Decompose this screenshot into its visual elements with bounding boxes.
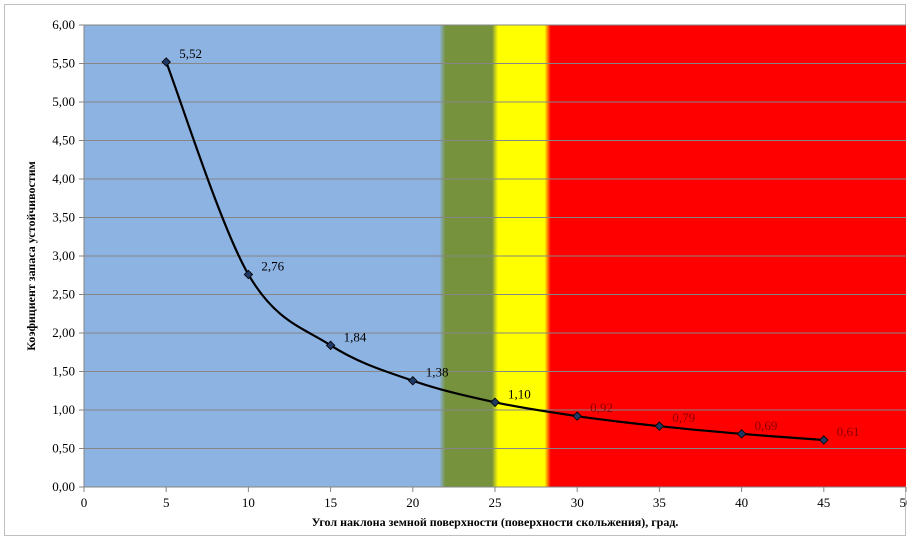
data-label: 5,52 — [179, 46, 202, 61]
x-axis-title: Угол наклона земной поверхности (поверхн… — [312, 515, 679, 529]
y-tick-label: 0,00 — [52, 479, 75, 494]
x-tick-label: 20 — [406, 495, 419, 510]
y-tick-label: 1,50 — [52, 364, 75, 379]
y-tick-label: 3,50 — [52, 210, 75, 225]
y-tick-label: 1,00 — [52, 402, 75, 417]
data-label: 0,79 — [672, 410, 695, 425]
data-label: 0,61 — [837, 424, 860, 439]
y-tick-label: 5,50 — [52, 56, 75, 71]
x-tick-label: 5 — [163, 495, 170, 510]
axes — [79, 24, 907, 492]
data-point — [736, 429, 747, 439]
x-tick-label: 0 — [81, 495, 88, 510]
y-tick-label: 6,00 — [52, 17, 75, 32]
y-tick-label: 5,00 — [52, 94, 75, 109]
data-point — [819, 435, 829, 445]
x-tick-label: 15 — [324, 495, 337, 510]
data-label: 0,69 — [755, 418, 778, 433]
data-point — [325, 340, 336, 351]
data-label: 0,92 — [590, 400, 613, 415]
y-tick-label: 0,50 — [52, 441, 75, 456]
y-axis-title: Коэфициент запаса устойчивостим — [24, 161, 38, 351]
x-tick-label: 45 — [817, 495, 830, 510]
y-tick-label: 4,50 — [52, 133, 75, 148]
data-point — [572, 411, 582, 421]
data-label: 1,10 — [508, 386, 531, 401]
data-point — [490, 397, 500, 408]
x-tick-label: 10 — [242, 495, 255, 510]
y-tick-labels: 0,00 0,50 1,00 1,50 2,00 2,50 3,00 3,50 4,00 4,50… — [52, 17, 75, 494]
stability-chart: 0,00 0,50 1,00 1,50 2,00 2,50 3,00 3,50 4,00 4,50… — [24, 17, 907, 529]
gridlines — [84, 24, 906, 449]
x-tick-label: 35 — [653, 495, 666, 510]
y-tick-label: 3,00 — [52, 248, 75, 263]
data-label: 1,84 — [344, 329, 367, 344]
x-tick-label: 30 — [571, 495, 584, 510]
y-tick-label: 4,00 — [52, 171, 75, 186]
x-tick-labels: 0 5 10 15 20 25 30 35 40 45 50 — [81, 495, 907, 510]
x-tick-label: 25 — [489, 495, 502, 510]
data-point — [408, 375, 418, 386]
data-point — [654, 421, 665, 431]
data-point — [243, 269, 254, 280]
chart-frame: 0,00 0,50 1,00 1,50 2,00 2,50 3,00 3,50 4,00 4,50… — [4, 4, 907, 536]
data-point — [161, 57, 171, 67]
data-label: 2,76 — [261, 258, 284, 273]
y-tick-label: 2,00 — [52, 325, 75, 340]
data-markers — [161, 57, 829, 445]
data-label: 1,38 — [426, 365, 449, 380]
x-tick-label: 40 — [735, 495, 748, 510]
x-tick-label: 50 — [900, 495, 908, 510]
data-labels: 5,52 2,76 1,84 1,38 1,10 0,92 0,79 0,69 0,61 — [179, 46, 859, 439]
y-tick-label: 2,50 — [52, 287, 75, 302]
